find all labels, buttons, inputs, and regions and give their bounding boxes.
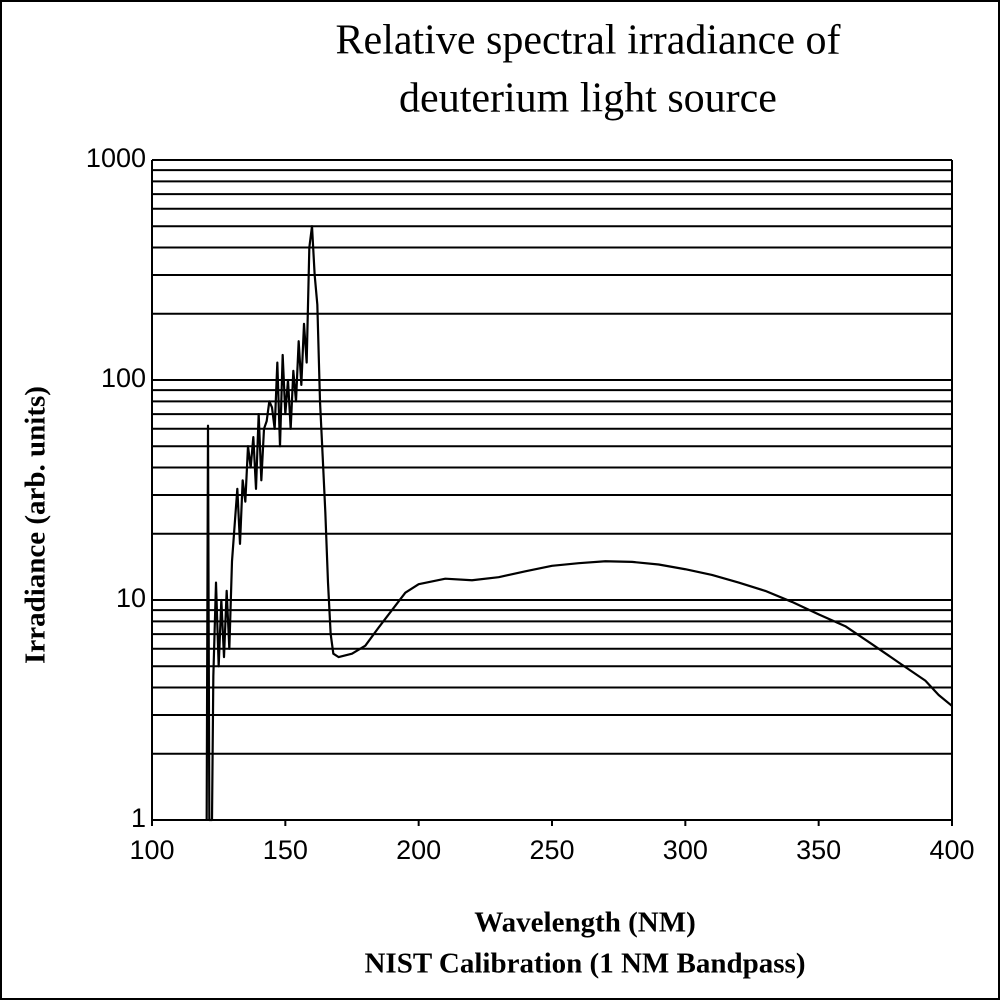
chart-title: deuterium light source <box>399 76 777 122</box>
x-axis-label: NIST Calibration (1 NM Bandpass) <box>364 948 805 980</box>
chart-title: Relative spectral irradiance of <box>336 18 841 64</box>
x-tick-label: 200 <box>396 835 441 865</box>
data-line <box>205 225 953 822</box>
x-tick-label: 150 <box>263 835 308 865</box>
y-tick-label: 100 <box>101 363 146 393</box>
x-tick-label: 250 <box>529 835 574 865</box>
y-tick-label: 1 <box>131 803 146 833</box>
x-tick-label: 100 <box>129 835 174 865</box>
y-tick-label: 1000 <box>86 143 146 173</box>
y-tick-label: 10 <box>116 583 146 613</box>
y-axis-label: Irradiance (arb. units) <box>20 386 52 664</box>
x-tick-label: 400 <box>929 835 974 865</box>
x-axis-label: Wavelength (NM) <box>474 907 696 939</box>
x-tick-label: 300 <box>663 835 708 865</box>
x-tick-label: 350 <box>796 835 841 865</box>
